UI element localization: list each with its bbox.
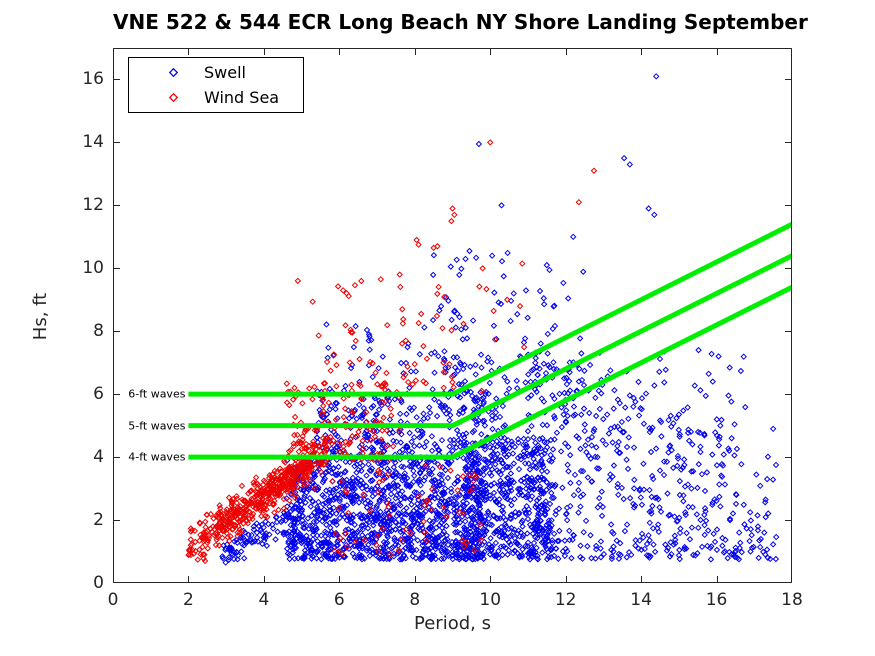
y-tick-label: 10 xyxy=(82,258,104,279)
swell-diamond-icon xyxy=(169,67,178,77)
scatter-plot-canvas xyxy=(113,48,792,583)
legend-label-swell: Swell xyxy=(204,62,246,82)
chart-title: VNE 522 & 544 ECR Long Beach NY Shore La… xyxy=(113,10,808,34)
y-tick-label: 16 xyxy=(82,69,104,90)
y-tick-label: 14 xyxy=(82,132,104,153)
x-axis-label: Period, s xyxy=(414,613,491,634)
y-axis-label: Hs, ft xyxy=(30,292,51,341)
y-tick-label: 8 xyxy=(93,321,104,342)
x-tick-label: 0 xyxy=(107,590,119,610)
legend-item-wind-sea: Wind Sea xyxy=(129,87,303,109)
x-tick-label: 6 xyxy=(333,590,345,610)
x-tick-label: 18 xyxy=(781,590,803,610)
ref-line-label-5ft: 5-ft waves xyxy=(128,419,186,433)
x-tick-label: 10 xyxy=(479,590,502,610)
legend-label-wind-sea: Wind Sea xyxy=(204,88,280,108)
y-tick-label: 4 xyxy=(93,447,104,468)
plot-area xyxy=(113,48,792,583)
ref-line-label-4ft: 4-ft waves xyxy=(128,450,186,464)
y-tick-label: 12 xyxy=(82,195,104,216)
ref-line-label-6ft: 6-ft waves xyxy=(128,387,186,401)
legend-box: Swell Wind Sea xyxy=(128,57,304,113)
wind-sea-diamond-icon xyxy=(169,93,178,103)
x-tick-label: 12 xyxy=(554,590,577,610)
x-tick-label: 2 xyxy=(183,590,194,610)
x-tick-label: 4 xyxy=(258,590,270,610)
x-tick-label: 14 xyxy=(630,590,652,610)
y-tick-label: 0 xyxy=(93,573,104,593)
y-tick-label: 2 xyxy=(93,510,104,531)
y-tick-label: 6 xyxy=(93,384,104,405)
legend-item-swell: Swell xyxy=(129,61,303,83)
x-tick-label: 16 xyxy=(705,590,728,610)
x-tick-label: 8 xyxy=(409,590,421,610)
